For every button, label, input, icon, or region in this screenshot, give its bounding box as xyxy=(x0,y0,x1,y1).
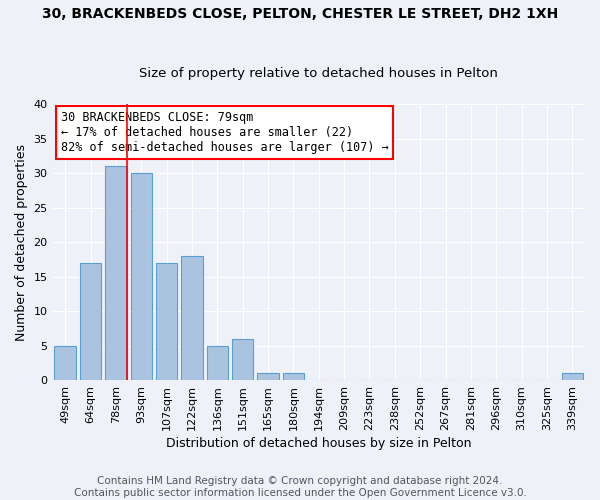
Title: Size of property relative to detached houses in Pelton: Size of property relative to detached ho… xyxy=(139,66,498,80)
Bar xyxy=(156,263,178,380)
Bar xyxy=(131,174,152,380)
Y-axis label: Number of detached properties: Number of detached properties xyxy=(15,144,28,340)
Bar xyxy=(206,346,228,380)
Text: 30 BRACKENBEDS CLOSE: 79sqm
← 17% of detached houses are smaller (22)
82% of sem: 30 BRACKENBEDS CLOSE: 79sqm ← 17% of det… xyxy=(61,111,388,154)
Bar xyxy=(232,339,253,380)
Text: Contains HM Land Registry data © Crown copyright and database right 2024.
Contai: Contains HM Land Registry data © Crown c… xyxy=(74,476,526,498)
Bar xyxy=(283,374,304,380)
X-axis label: Distribution of detached houses by size in Pelton: Distribution of detached houses by size … xyxy=(166,437,472,450)
Bar xyxy=(257,374,279,380)
Bar xyxy=(80,263,101,380)
Bar xyxy=(55,346,76,380)
Bar xyxy=(181,256,203,380)
Bar xyxy=(562,374,583,380)
Text: 30, BRACKENBEDS CLOSE, PELTON, CHESTER LE STREET, DH2 1XH: 30, BRACKENBEDS CLOSE, PELTON, CHESTER L… xyxy=(42,8,558,22)
Bar xyxy=(105,166,127,380)
